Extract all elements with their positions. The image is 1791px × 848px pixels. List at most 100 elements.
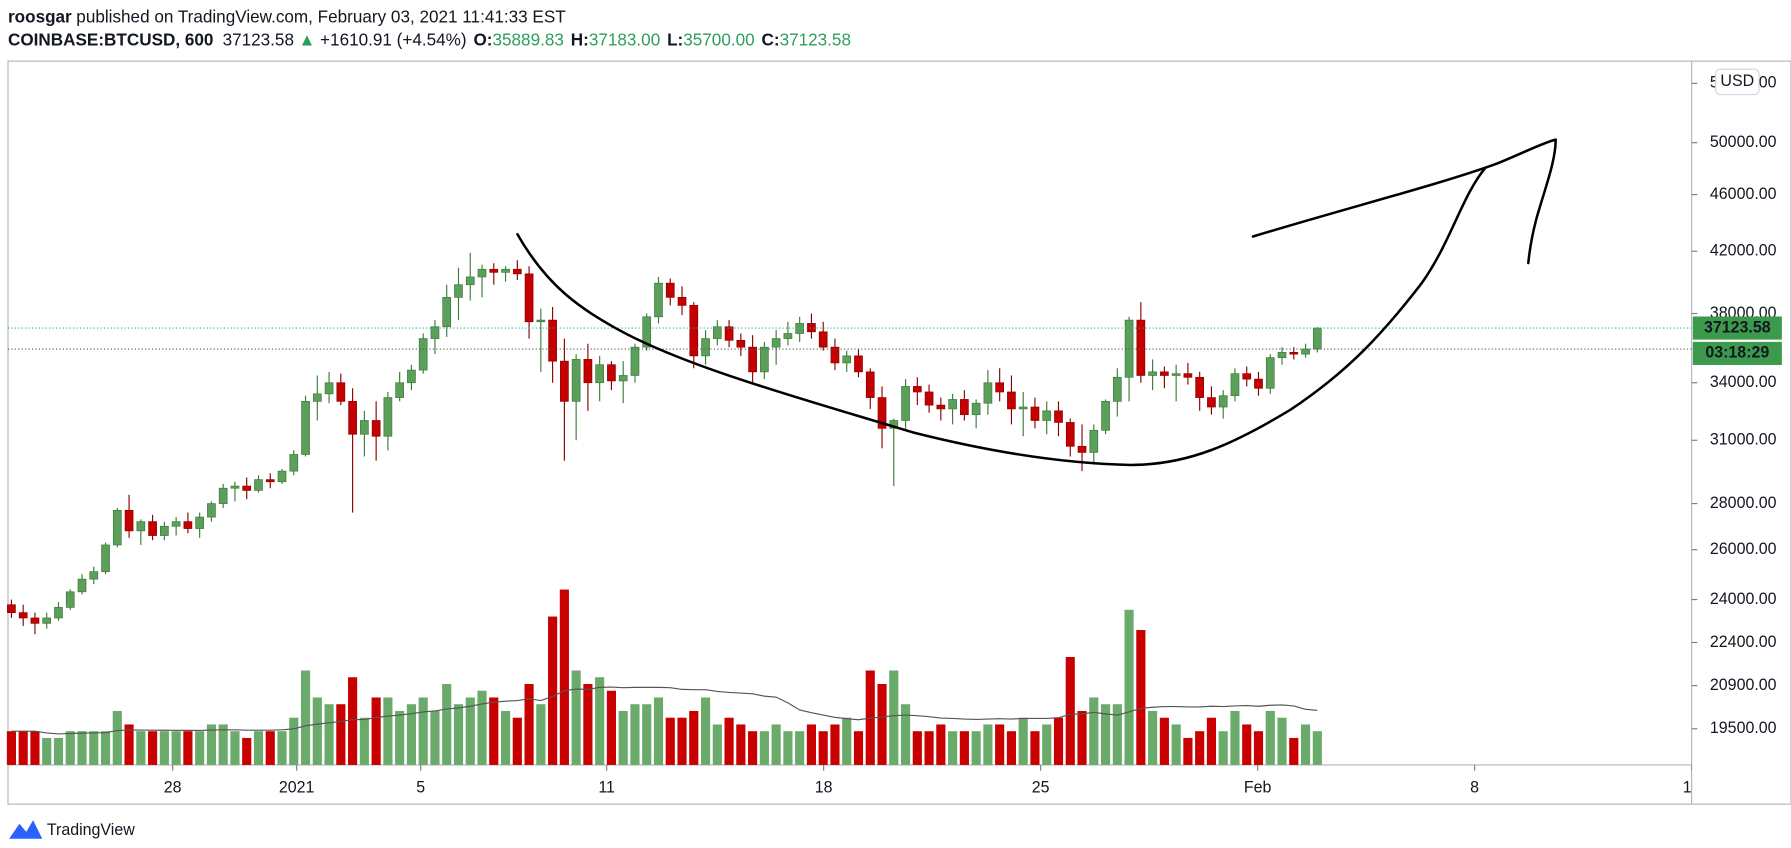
candle-body: [1277, 352, 1287, 358]
volume-bar: [1077, 710, 1087, 765]
volume-bar: [65, 731, 75, 765]
change: +1610.91 (+4.54%): [320, 29, 467, 49]
candle-body: [1065, 422, 1075, 447]
volume-bar: [53, 737, 64, 765]
candle-body: [854, 355, 863, 373]
volume-bar: [465, 697, 475, 765]
volume-bar: [689, 710, 699, 765]
candle-body: [77, 578, 87, 593]
candle-body: [30, 617, 40, 624]
volume-bar: [548, 616, 558, 765]
publish-line: roosgar published on TradingView.com, Feb…: [8, 6, 566, 26]
volume-bar: [418, 697, 428, 765]
x-tick-label: 5: [416, 778, 425, 796]
x-tick-label: 25: [1032, 778, 1050, 796]
x-tick-label: 11: [598, 778, 615, 796]
candle-body: [430, 326, 440, 339]
candle-body: [360, 420, 369, 435]
volume-ma: [11, 686, 1318, 735]
volume-bar: [724, 717, 734, 765]
candle-body: [783, 333, 793, 339]
candle-body: [1254, 378, 1263, 389]
volume-bar: [971, 731, 981, 765]
candle-body: [1207, 397, 1216, 408]
volume-bar: [1242, 724, 1252, 765]
candle-body: [924, 391, 934, 406]
volume-bar: [1030, 731, 1040, 765]
volume-bar: [1159, 717, 1169, 765]
volume-bar: [1053, 717, 1064, 765]
volume-bar: [1277, 717, 1287, 765]
x-tick-label: 28: [164, 778, 182, 796]
volume-bar: [171, 731, 181, 765]
candle-body: [960, 399, 969, 416]
candle-body: [101, 544, 110, 573]
volume-bar: [912, 731, 922, 765]
volume-bar: [771, 724, 781, 765]
candle-body: [324, 382, 334, 395]
candle-body: [336, 382, 346, 402]
currency: USD: [1720, 72, 1754, 90]
candle-body: [912, 386, 922, 393]
candle-body: [560, 360, 569, 402]
y-tick-label: 19500.00: [1710, 719, 1777, 737]
candle-body: [1089, 429, 1099, 453]
volume-bar: [677, 717, 687, 765]
candle-body: [65, 591, 75, 608]
symbol-line: COINBASE:BTCUSD, 600 37123.58 ▲ +1610.91 (+…: [8, 29, 851, 49]
l-label: L:: [667, 29, 683, 49]
volume-bar: [1312, 731, 1322, 765]
y-tick-label: 20900.00: [1710, 676, 1777, 694]
volume-bar: [1206, 717, 1217, 765]
volume-bar: [406, 704, 416, 765]
candle-body: [171, 521, 181, 527]
volume-bar: [112, 710, 122, 765]
candle-body: [1289, 352, 1299, 355]
candle-body: [383, 397, 393, 437]
volume-bar: [289, 717, 299, 765]
volume-bar: [136, 731, 146, 765]
volume-bar: [889, 670, 899, 765]
candle-body: [1101, 400, 1110, 431]
volume-bar: [230, 731, 240, 765]
y-tick-label: 28000.00: [1710, 494, 1777, 512]
candle-body: [195, 516, 205, 529]
candle-body: [1242, 373, 1252, 380]
volume-bar: [218, 724, 228, 765]
volume-bar: [665, 717, 675, 765]
x-tick-label: 15: [1683, 778, 1701, 796]
candle-body: [124, 509, 134, 532]
h-value: 37183.00: [589, 29, 660, 49]
volume-bar: [1089, 697, 1099, 765]
candle-body: [301, 400, 310, 455]
price-badge-label: 37123.58: [1704, 318, 1771, 336]
volume-bar: [653, 697, 664, 765]
candle-body: [7, 604, 16, 613]
candle-body: [348, 400, 357, 435]
volume-bar: [983, 724, 993, 765]
volume-bar: [1148, 710, 1158, 765]
volume-bar: [748, 731, 758, 765]
plot-layer: 28 2021 5 11 18 25 Feb 8 15 19500.00 20900.00 22400…: [6, 74, 1782, 796]
volume-bar: [1289, 737, 1299, 765]
candle-body: [242, 485, 252, 491]
candle-body: [183, 521, 193, 529]
candle-body: [724, 326, 734, 341]
candle-body: [442, 297, 452, 328]
volume-bar: [1230, 710, 1240, 765]
candle-body: [477, 268, 487, 278]
volume-bar: [277, 731, 287, 765]
volume-bar: [100, 731, 111, 765]
volume-bar: [242, 737, 252, 765]
candle-body: [489, 268, 499, 273]
volume-bar: [936, 724, 946, 765]
candle-body: [207, 503, 216, 518]
volume-bar: [489, 697, 499, 765]
candle-body: [1112, 376, 1122, 402]
volume-bar: [453, 704, 464, 765]
candle-body: [712, 326, 722, 339]
candle-body: [595, 364, 605, 384]
candle-body: [1183, 373, 1193, 378]
candle-body: [1195, 376, 1205, 398]
